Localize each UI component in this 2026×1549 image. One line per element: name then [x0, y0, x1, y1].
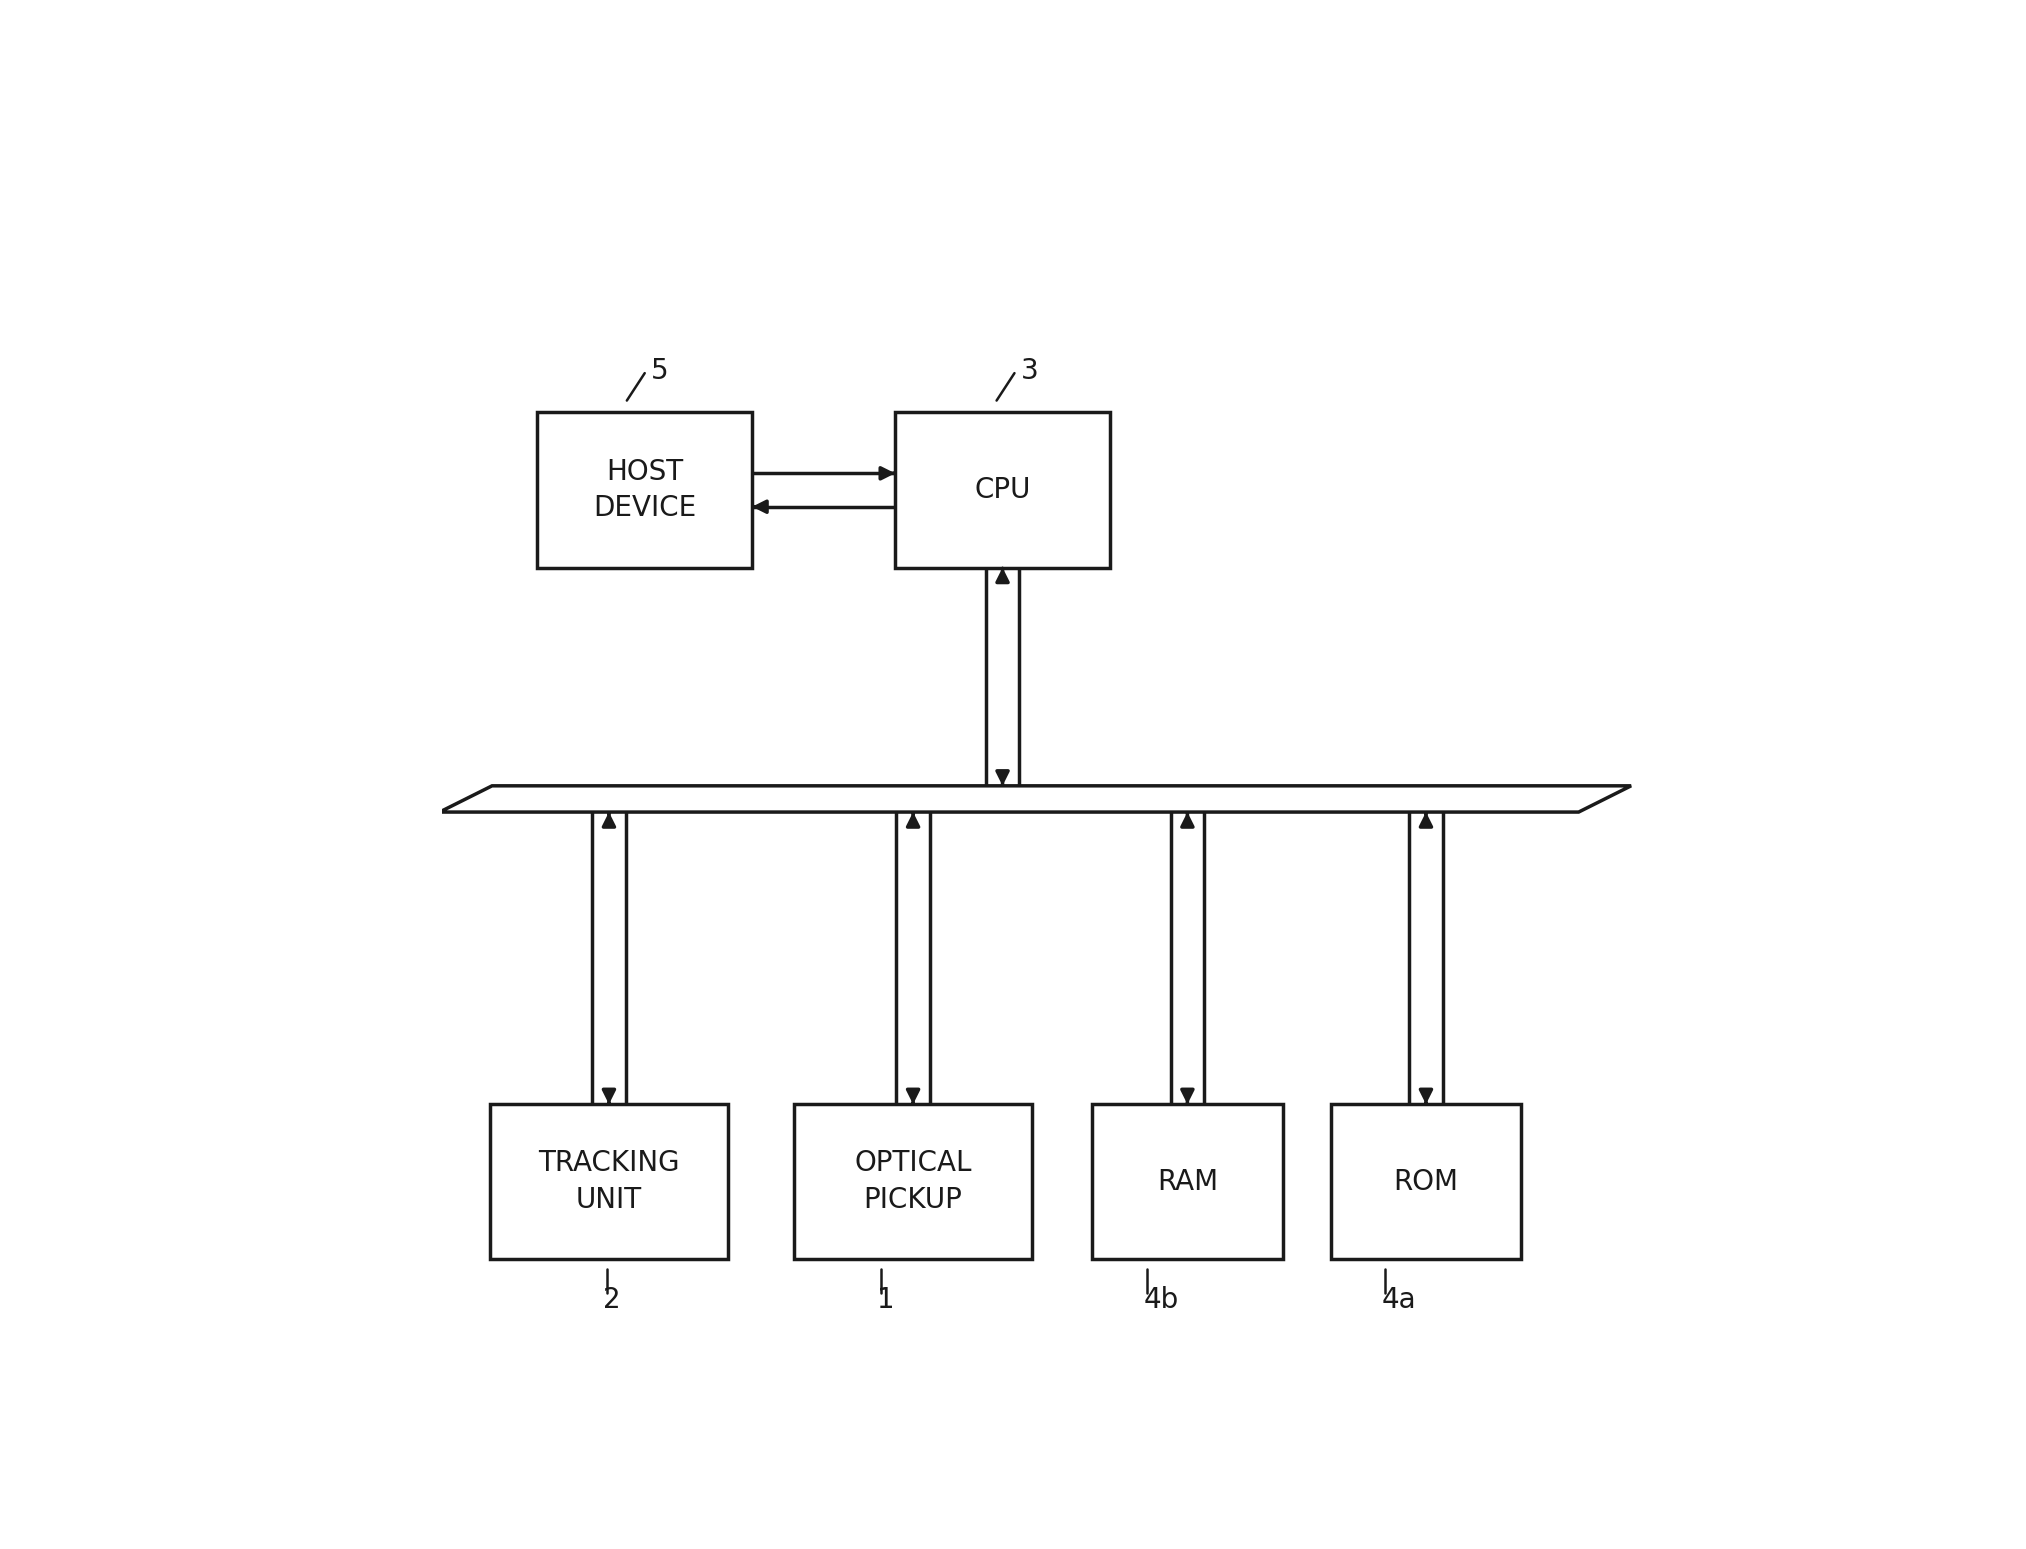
Text: TRACKING
UNIT: TRACKING UNIT	[539, 1149, 679, 1214]
Bar	[537, 412, 752, 567]
Text: 4b: 4b	[1143, 1286, 1179, 1314]
Text: ROM: ROM	[1394, 1168, 1459, 1196]
Text: RAM: RAM	[1157, 1168, 1218, 1196]
Text: CPU: CPU	[975, 476, 1031, 503]
Bar	[490, 1104, 727, 1259]
Text: 4a: 4a	[1382, 1286, 1416, 1314]
Text: 2: 2	[604, 1286, 620, 1314]
Polygon shape	[440, 785, 1631, 812]
Text: OPTICAL
PICKUP: OPTICAL PICKUP	[855, 1149, 972, 1214]
Text: 1: 1	[877, 1286, 895, 1314]
Bar	[1331, 1104, 1522, 1259]
Bar	[1092, 1104, 1282, 1259]
Text: 3: 3	[1021, 356, 1037, 384]
Bar	[895, 412, 1110, 567]
Bar	[794, 1104, 1033, 1259]
Text: 5: 5	[650, 356, 669, 384]
Text: HOST
DEVICE: HOST DEVICE	[594, 457, 697, 522]
